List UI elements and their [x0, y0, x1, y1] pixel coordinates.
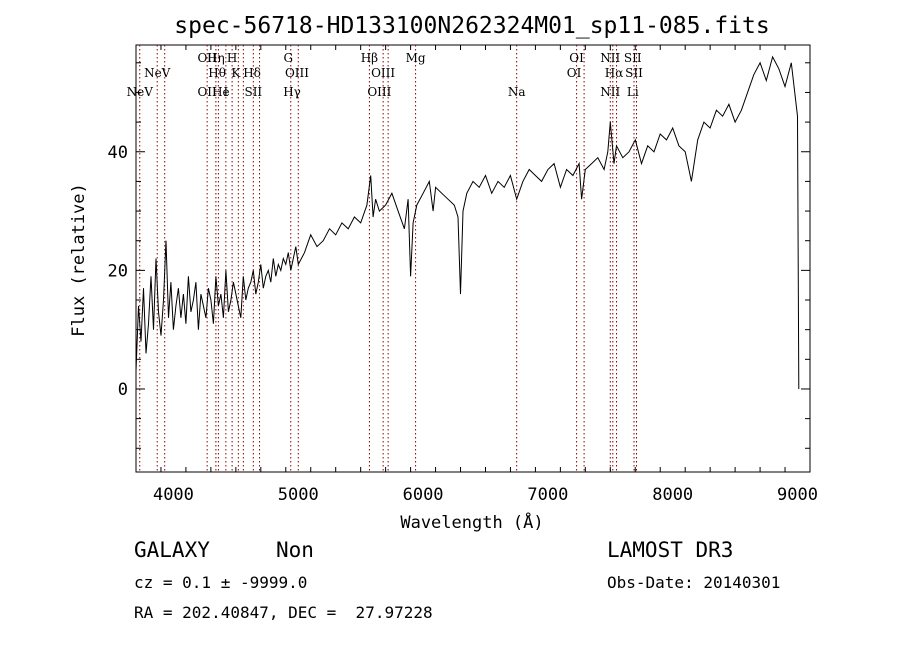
- line-label: SII: [244, 85, 262, 99]
- observation-date: Obs-Date: 20140301: [607, 573, 781, 592]
- spectrum-series: [135, 55, 800, 390]
- line-label: Hα: [605, 66, 624, 80]
- line-label: OII: [197, 85, 217, 99]
- line-label: He: [212, 85, 230, 99]
- line-label: SII: [624, 51, 642, 65]
- object-class: GALAXY: [134, 538, 210, 562]
- y-tick-label: 0: [118, 380, 128, 400]
- line-label: Na: [508, 85, 526, 99]
- redshift-line: cz = 0.1 ± -9999.0: [134, 573, 308, 592]
- chart-title: spec-56718-HD133100N262324M01_sp11-085.f…: [174, 13, 769, 39]
- line-label: K: [231, 66, 241, 80]
- line-label: OI: [567, 66, 582, 80]
- spectrum-line: [135, 55, 800, 390]
- line-label: I: [223, 85, 228, 99]
- x-tick-label: 9000: [777, 485, 818, 505]
- line-label: OIII: [285, 66, 309, 80]
- line-label: OII: [197, 51, 217, 65]
- y-tick-label: 40: [108, 143, 128, 163]
- x-axis-label: Wavelength (Å): [400, 511, 543, 533]
- line-label: Hθ: [208, 66, 226, 80]
- y-tick-label: 20: [108, 261, 128, 281]
- x-tick-label: 5000: [278, 485, 319, 505]
- x-tick-label: 4000: [153, 485, 194, 505]
- line-label: OI: [569, 51, 584, 65]
- line-label: NII: [600, 85, 620, 99]
- line-label: NII: [600, 51, 620, 65]
- line-label: H: [227, 51, 237, 65]
- x-tick-label: 6000: [403, 485, 444, 505]
- line-label: Hγ: [283, 85, 301, 99]
- object-subclass: Non: [276, 538, 314, 562]
- line-label: Hβ: [361, 51, 378, 65]
- line-label: Mg: [406, 51, 426, 65]
- x-tick-label: 7000: [527, 485, 568, 505]
- line-label: Li: [627, 85, 639, 99]
- y-axis-ticks: 0 20 40: [108, 62, 810, 449]
- y-axis-label: Flux (relative): [69, 183, 89, 337]
- line-label: OIII: [371, 66, 395, 80]
- emission-line-markers: [139, 45, 638, 472]
- x-tick-label: 8000: [652, 485, 693, 505]
- survey-name: LAMOST DR3: [607, 538, 734, 562]
- line-label: SII: [625, 66, 643, 80]
- line-label: G: [283, 51, 293, 65]
- plot-frame: [135, 44, 811, 473]
- x-axis-ticks: 4000 5000 6000 7000 8000 9000: [135, 45, 818, 505]
- line-label: Hη: [207, 51, 225, 65]
- line-label: Hδ: [243, 66, 261, 80]
- coordinates: RA = 202.40847, DEC = 27.97228: [134, 603, 433, 622]
- line-label: OIII: [367, 85, 391, 99]
- line-label: NeV: [144, 66, 171, 80]
